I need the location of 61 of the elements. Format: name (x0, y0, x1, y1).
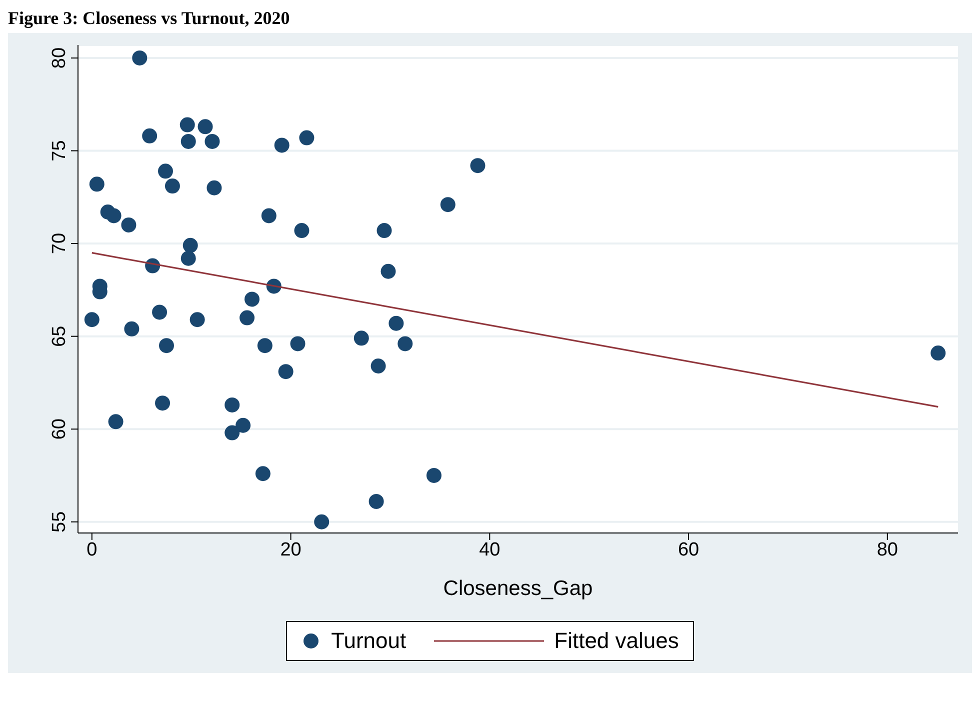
point (164, 178, 180, 194)
point (274, 138, 290, 153)
point (261, 208, 276, 224)
point (314, 514, 330, 530)
point (244, 292, 260, 307)
point (182, 238, 198, 253)
point (426, 468, 442, 483)
point (158, 164, 174, 179)
point (224, 397, 240, 412)
point (84, 312, 100, 328)
point (368, 494, 384, 509)
point (206, 180, 222, 196)
point (224, 425, 240, 440)
x-tick-label: 40 (479, 539, 500, 560)
point (121, 217, 136, 232)
point (278, 364, 294, 380)
y-tick-label: 60 (49, 418, 70, 440)
point (180, 250, 196, 266)
point (142, 128, 158, 144)
x-tick-label: 0 (86, 539, 98, 560)
point (380, 264, 396, 279)
chart-title: Figure 3: Closeness vs Turnout, 2020 (8, 8, 291, 30)
x-tick-label: 20 (280, 539, 302, 560)
y-tick-label: 75 (49, 140, 70, 162)
point (299, 130, 314, 146)
y-tick-label: 55 (49, 511, 70, 532)
point (158, 338, 174, 354)
y-tick-label: 70 (49, 232, 70, 254)
x-axis-title: Closeness_Gap (443, 577, 593, 600)
point (198, 119, 213, 134)
point (930, 346, 946, 361)
point (106, 208, 122, 224)
point (204, 134, 220, 149)
x-tick-label: 80 (876, 539, 898, 560)
point (180, 117, 195, 132)
point (257, 338, 272, 354)
point (290, 336, 306, 352)
y-tick-label: 65 (49, 326, 70, 347)
point (294, 223, 310, 238)
point (180, 134, 196, 149)
point (236, 418, 251, 433)
point (255, 466, 270, 482)
point (470, 158, 486, 174)
point (108, 414, 124, 430)
legend-label: Turnout (331, 628, 406, 654)
point (89, 176, 104, 192)
point (354, 330, 369, 346)
point (240, 310, 255, 326)
point (124, 321, 140, 336)
point (440, 197, 456, 212)
legend-label: Fitted values (554, 628, 679, 654)
y-tick-label: 80 (49, 47, 70, 69)
x-tick-label: 60 (678, 539, 700, 560)
point (132, 50, 148, 66)
point (388, 316, 404, 331)
point (398, 336, 413, 352)
point (155, 396, 170, 411)
point (152, 304, 168, 320)
point (370, 358, 386, 374)
point (376, 223, 392, 238)
point (190, 312, 205, 328)
